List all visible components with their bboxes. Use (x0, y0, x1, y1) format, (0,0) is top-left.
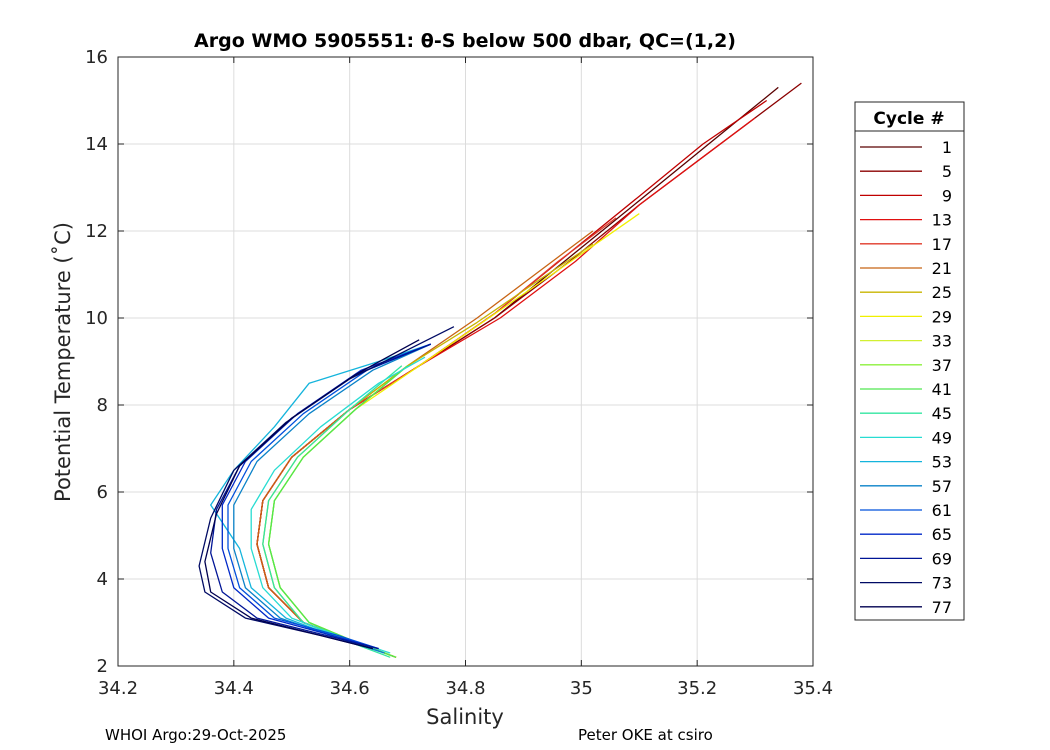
x-tick-label: 35.2 (677, 678, 717, 699)
footer-left: WHOI Argo:29-Oct-2025 (105, 726, 286, 744)
legend-label: 65 (932, 525, 952, 544)
legend-label: 17 (932, 235, 952, 254)
legend-label: 49 (932, 428, 952, 447)
series-line (210, 343, 432, 654)
legend-label: 29 (932, 307, 952, 326)
legend-items: 1 5 9 13 17 21 25 29 33 37 41 45 49 53 57 61 65 69 73 77 (860, 138, 952, 617)
y-tick-label: 14 (85, 134, 108, 155)
x-tick-label: 34.4 (214, 678, 254, 699)
legend-label: 25 (932, 283, 952, 302)
legend-label: 53 (932, 453, 952, 472)
legend-label: 13 (932, 211, 952, 230)
series-line (198, 326, 455, 650)
x-tick-label: 34.2 (98, 678, 138, 699)
y-tick-label: 2 (97, 656, 108, 677)
x-tick-label: 35.4 (793, 678, 833, 699)
legend-label: 21 (932, 259, 952, 278)
y-tick-label: 12 (85, 221, 108, 242)
legend-label: 41 (932, 380, 952, 399)
series-line (204, 339, 420, 650)
legend-label: 37 (932, 356, 952, 375)
legend-label: 69 (932, 549, 952, 568)
axis-ticks: 34.2 34.4 34.6 34.8 35 35.2 35.4 2 4 6 8 10 12 14 16 (85, 47, 833, 699)
legend-label: 77 (932, 598, 952, 617)
y-tick-label: 8 (97, 395, 108, 416)
y-axis-label: Potential Temperature (˚C) (51, 222, 75, 502)
series-lines (198, 82, 802, 658)
series-line (227, 343, 432, 650)
x-axis-label: Salinity (426, 705, 504, 729)
legend-label: 57 (932, 477, 952, 496)
legend: Cycle # 1 5 9 13 17 21 25 29 33 37 41 45 49 53 57 61 65 6… (854, 101, 965, 621)
series-line (250, 356, 426, 654)
y-tick-label: 10 (85, 308, 108, 329)
legend-label: 1 (942, 138, 952, 157)
legend-label: 5 (942, 162, 952, 181)
y-tick-label: 6 (97, 482, 108, 503)
x-tick-label: 35 (570, 678, 593, 699)
legend-label: 45 (932, 404, 952, 423)
x-tick-label: 34.8 (445, 678, 485, 699)
legend-label: 9 (942, 186, 952, 205)
footer-right: Peter OKE at csiro (578, 726, 713, 744)
x-tick-label: 34.6 (330, 678, 370, 699)
y-tick-label: 16 (85, 47, 108, 68)
chart-title: Argo WMO 5905551: θ-S below 500 dbar, QC… (194, 30, 736, 52)
legend-title: Cycle # (873, 109, 944, 129)
legend-label: 33 (932, 332, 952, 351)
legend-label: 61 (932, 501, 952, 520)
y-tick-label: 4 (97, 569, 108, 590)
legend-label: 73 (932, 574, 952, 593)
